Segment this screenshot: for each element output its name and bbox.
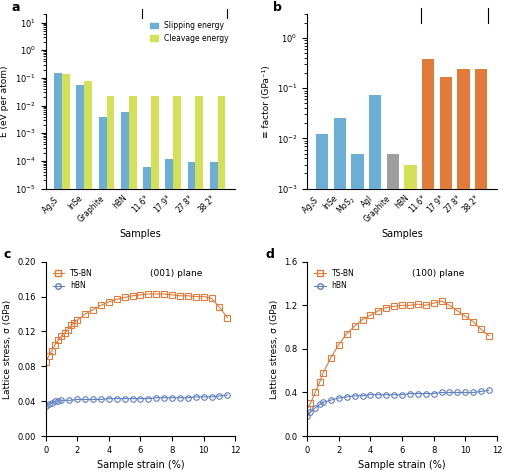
Legend: TS-BN, hBN: TS-BN, hBN bbox=[311, 265, 357, 293]
Bar bbox=[151, 96, 159, 474]
Bar bbox=[422, 59, 434, 474]
Bar bbox=[210, 162, 218, 474]
Bar bbox=[334, 118, 346, 474]
Y-axis label: E (eV per atom): E (eV per atom) bbox=[1, 65, 9, 137]
X-axis label: Samples: Samples bbox=[381, 229, 423, 239]
Bar bbox=[404, 164, 417, 474]
Text: a: a bbox=[12, 1, 20, 14]
Y-axis label: Lattice stress, σ (GPa): Lattice stress, σ (GPa) bbox=[270, 299, 279, 399]
Bar bbox=[99, 117, 106, 474]
Bar bbox=[475, 69, 487, 474]
Text: (001) plane: (001) plane bbox=[150, 269, 202, 278]
Text: b: b bbox=[273, 1, 282, 14]
Bar bbox=[188, 162, 196, 474]
Text: (100) plane: (100) plane bbox=[412, 269, 464, 278]
X-axis label: Sample strain (%): Sample strain (%) bbox=[97, 460, 184, 470]
Bar bbox=[196, 96, 203, 474]
Bar bbox=[369, 94, 381, 474]
Bar bbox=[173, 96, 181, 474]
Bar bbox=[457, 69, 469, 474]
Bar bbox=[62, 74, 70, 474]
Bar bbox=[54, 73, 62, 474]
Text: c: c bbox=[4, 248, 11, 261]
Bar bbox=[351, 154, 364, 474]
X-axis label: Samples: Samples bbox=[120, 229, 161, 239]
Bar bbox=[218, 96, 226, 474]
X-axis label: Sample strain (%): Sample strain (%) bbox=[358, 460, 446, 470]
Y-axis label: ≡ factor (GPa⁻¹): ≡ factor (GPa⁻¹) bbox=[262, 65, 271, 138]
Bar bbox=[106, 96, 114, 474]
Bar bbox=[387, 154, 399, 474]
Bar bbox=[84, 82, 92, 474]
Bar bbox=[129, 96, 136, 474]
Bar bbox=[77, 85, 84, 474]
Legend: Slipping energy, Cleavage energy: Slipping energy, Cleavage energy bbox=[147, 18, 231, 46]
Text: d: d bbox=[266, 248, 274, 261]
Legend: TS-BN, hBN: TS-BN, hBN bbox=[50, 265, 96, 293]
Bar bbox=[143, 167, 151, 474]
Bar bbox=[316, 135, 328, 474]
Bar bbox=[121, 112, 129, 474]
Y-axis label: Lattice stress, σ (GPa): Lattice stress, σ (GPa) bbox=[3, 299, 12, 399]
Bar bbox=[440, 77, 452, 474]
Bar bbox=[165, 159, 173, 474]
